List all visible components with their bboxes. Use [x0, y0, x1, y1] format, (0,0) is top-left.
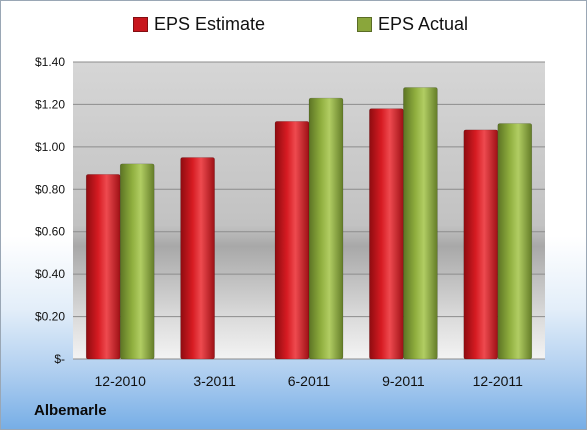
x-tick-label: 12-2010 — [95, 373, 147, 389]
x-tick-label: 9-2011 — [382, 373, 425, 389]
y-tick-label: $1.40 — [35, 55, 65, 69]
bar-eps-actual — [308, 97, 344, 360]
y-tick-label: $0.20 — [35, 310, 65, 324]
y-tick-label: $0.80 — [35, 182, 65, 196]
y-tick-label: $1.00 — [35, 140, 65, 154]
bar-eps-actual — [403, 87, 438, 360]
x-axis-ticks: 12-2010 3-2011 6-2011 9-2011 12-2011 — [95, 373, 524, 389]
bar-eps-estimate — [274, 121, 310, 360]
company-name: Albemarle — [34, 402, 107, 419]
legend-item-actual: EPS Actual — [357, 14, 468, 35]
legend-swatch-actual — [357, 17, 372, 32]
y-tick-label: $0.40 — [35, 267, 65, 281]
bars — [85, 87, 533, 360]
y-tick-label: $1.20 — [35, 97, 65, 111]
legend-item-estimate: EPS Estimate — [133, 14, 265, 35]
bar-eps-estimate — [85, 174, 121, 360]
legend-label-actual: EPS Actual — [378, 14, 469, 34]
y-axis-ticks: $- $0.20 $0.40 $0.60 $0.80 $1.00 $1.20 $1.40 — [35, 55, 65, 366]
bar-eps-actual — [119, 163, 155, 360]
y-tick-label: $0.60 — [35, 225, 65, 239]
y-tick-label: $- — [54, 352, 65, 366]
bar-eps-estimate — [463, 129, 499, 360]
bar-eps-estimate — [369, 108, 404, 360]
legend: EPS Estimate EPS Actual — [0, 14, 587, 40]
x-tick-label: 6-2011 — [288, 373, 331, 389]
x-tick-label: 3-2011 — [193, 373, 236, 389]
bar-eps-estimate — [180, 157, 215, 360]
x-tick-label: 12-2011 — [473, 373, 524, 389]
bar-eps-actual — [497, 123, 533, 360]
legend-label-estimate: EPS Estimate — [154, 14, 266, 34]
legend-swatch-estimate — [133, 17, 148, 32]
